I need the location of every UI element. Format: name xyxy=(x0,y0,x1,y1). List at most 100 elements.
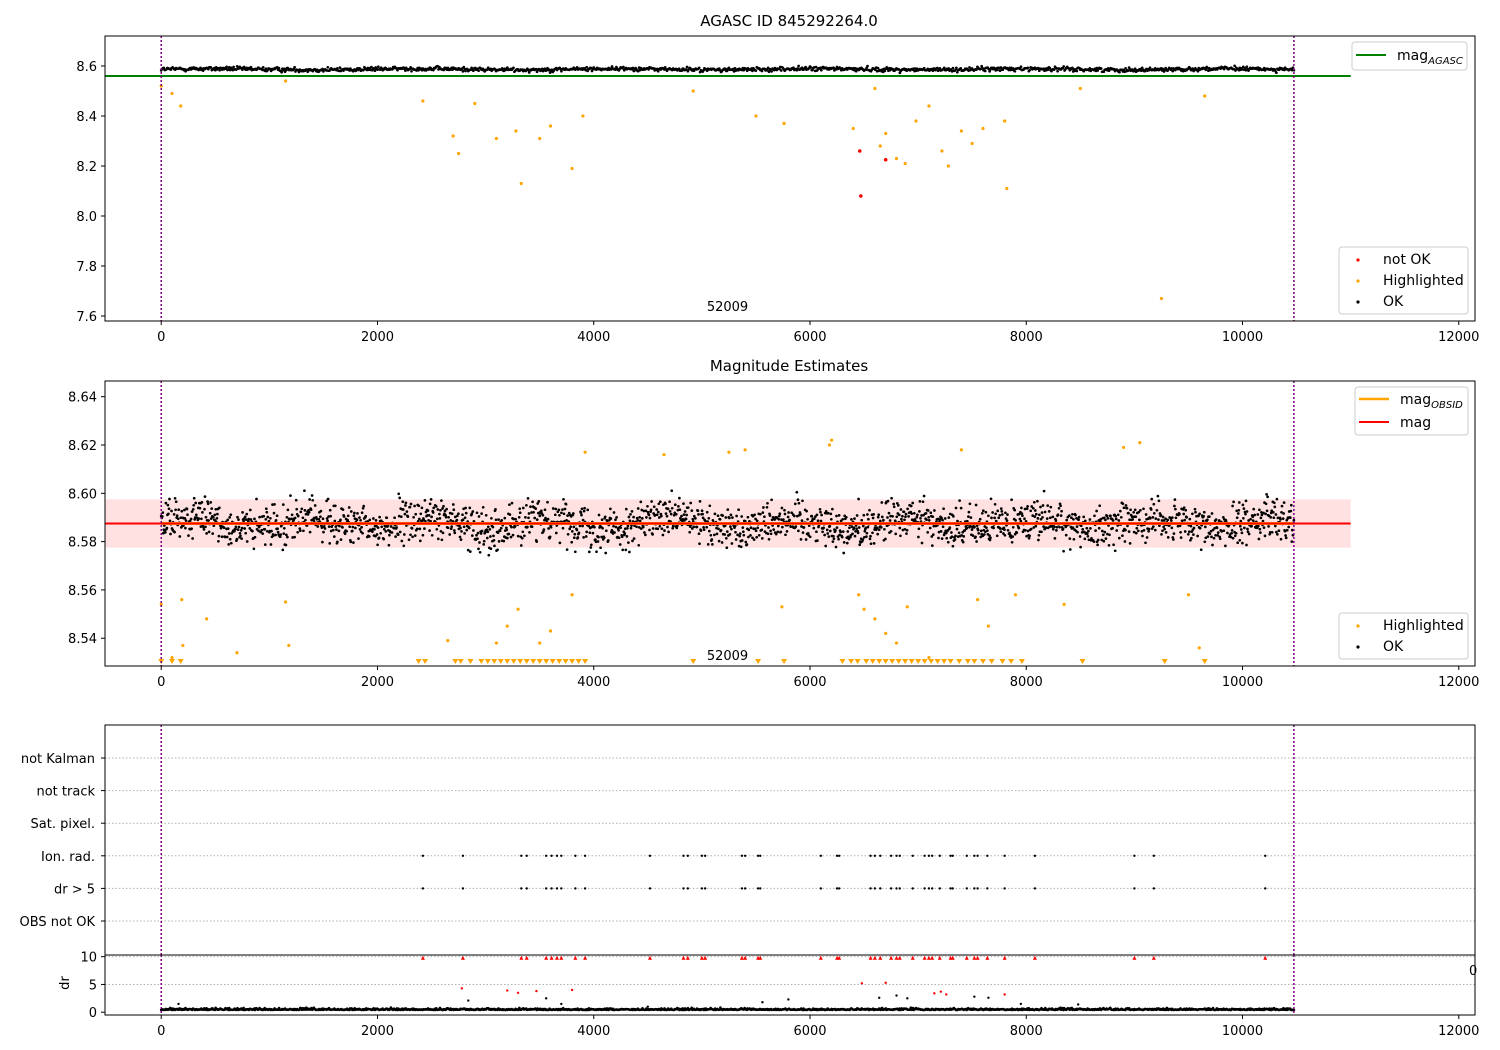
ok-point xyxy=(332,535,336,538)
flag-marker xyxy=(986,887,989,890)
ok-point xyxy=(1032,500,1036,504)
ok-point xyxy=(652,505,656,509)
ok-point xyxy=(852,526,856,530)
ok-point xyxy=(451,519,455,523)
ok-point xyxy=(1142,528,1146,532)
ok-point xyxy=(570,530,574,533)
ok-point xyxy=(403,512,407,516)
ok-point xyxy=(965,526,969,530)
ok-point xyxy=(232,65,235,69)
ok-point xyxy=(858,543,862,547)
ok-point xyxy=(1023,517,1026,521)
ok-point xyxy=(385,516,389,520)
ok-point xyxy=(490,516,493,520)
ok-point xyxy=(167,512,170,516)
ok-point xyxy=(631,539,634,543)
highlighted-point xyxy=(903,161,907,166)
ok-point xyxy=(1192,526,1196,530)
ok-point xyxy=(512,66,515,70)
flag-marker xyxy=(951,854,954,857)
ok-point xyxy=(1039,505,1042,509)
agasc-series-legend-frame xyxy=(1338,246,1469,315)
ok-point xyxy=(188,519,192,523)
ok-point xyxy=(851,532,854,536)
ok-point xyxy=(941,525,945,529)
ok-point xyxy=(760,528,764,532)
ok-point xyxy=(235,64,239,68)
agasc-x-tick-label: 8000 xyxy=(1010,330,1043,345)
ok-point xyxy=(310,494,314,497)
ok-point xyxy=(767,526,770,529)
flag-marker xyxy=(1033,887,1037,890)
ok-point xyxy=(352,514,356,518)
ok-point xyxy=(1215,526,1219,530)
highlighted-point xyxy=(986,624,991,628)
ok-point xyxy=(977,532,981,535)
ok-point xyxy=(480,512,483,515)
ok-point xyxy=(953,538,957,541)
ok-point xyxy=(486,530,490,534)
ok-point xyxy=(589,543,593,547)
flag-category-label: OBS not OK xyxy=(20,915,96,930)
ok-point xyxy=(497,540,501,543)
ok-point xyxy=(446,526,450,530)
ok-point xyxy=(992,526,995,530)
ok-point xyxy=(1118,509,1122,513)
ok-point xyxy=(974,535,977,539)
ok-point xyxy=(547,527,550,530)
ok-point xyxy=(765,505,769,509)
ok-point xyxy=(726,508,730,511)
ok-point xyxy=(200,517,203,521)
ok-point xyxy=(1214,518,1218,521)
flag-category-label: Sat. pixel. xyxy=(31,817,95,832)
ok-point xyxy=(436,537,440,541)
ok-point xyxy=(1107,543,1111,547)
flag-marker xyxy=(835,887,839,890)
ok-point xyxy=(398,496,402,500)
ok-point xyxy=(713,533,716,537)
highlighted-point xyxy=(494,136,499,141)
ok-point xyxy=(763,515,766,519)
ok-point xyxy=(853,517,856,520)
ok-point xyxy=(1183,518,1187,522)
ok-point xyxy=(191,537,194,540)
ok-point xyxy=(910,512,914,515)
ok-point xyxy=(1272,516,1276,520)
ok-point xyxy=(546,500,549,504)
legend-not-ok-marker xyxy=(1356,258,1360,262)
ok-point xyxy=(626,524,630,528)
ok-point xyxy=(357,537,360,540)
ok-point xyxy=(1282,512,1285,515)
ok-point xyxy=(1206,518,1209,522)
ok-point xyxy=(936,517,940,521)
ok-point xyxy=(802,526,806,529)
ok-point xyxy=(1275,530,1278,534)
ok-point xyxy=(173,530,176,534)
ok-point xyxy=(1071,512,1074,516)
ok-point xyxy=(1014,519,1018,522)
ok-point xyxy=(740,515,744,518)
ok-point xyxy=(610,65,614,68)
ok-point xyxy=(999,66,1003,69)
ok-point xyxy=(348,525,352,529)
ok-point xyxy=(675,524,679,528)
ok-point xyxy=(480,529,484,533)
ok-point xyxy=(1052,68,1056,71)
ok-point xyxy=(601,526,604,530)
ok-point xyxy=(1252,507,1256,511)
ok-point xyxy=(376,526,380,529)
ok-point xyxy=(245,540,249,543)
highlighted-point xyxy=(662,453,666,457)
ok-point xyxy=(527,512,531,515)
ok-point xyxy=(255,497,258,501)
ok-point xyxy=(1270,530,1274,534)
ok-point xyxy=(691,517,695,521)
ok-point xyxy=(1132,510,1136,514)
ok-point xyxy=(871,531,874,535)
ok-point xyxy=(347,506,351,509)
ok-point xyxy=(450,525,454,528)
ok-point xyxy=(1115,529,1119,532)
magnitude-series-legend: Highlighted OK xyxy=(1338,612,1469,660)
flag-marker xyxy=(756,854,760,857)
ok-point xyxy=(572,525,576,529)
